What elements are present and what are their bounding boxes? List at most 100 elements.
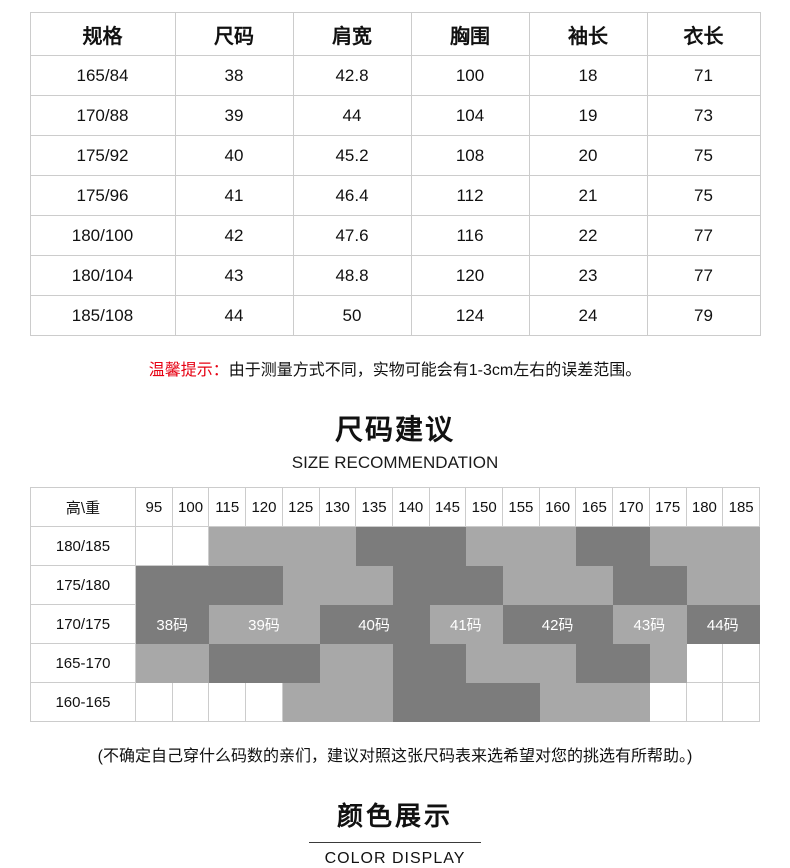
size-table-cell: 175/92 bbox=[29, 135, 176, 176]
weight-header-cell: 135 bbox=[355, 487, 393, 527]
grid-cell bbox=[391, 643, 430, 683]
grid-cell bbox=[281, 682, 320, 722]
grid-cell bbox=[465, 643, 504, 683]
size-table-cell: 185/108 bbox=[29, 295, 176, 336]
size-table-cell: 180/104 bbox=[29, 255, 176, 296]
grid-cell bbox=[355, 682, 393, 722]
color-display-subtitle: COLOR DISPLAY bbox=[324, 850, 466, 867]
recommendation-table-head: 高\重 95 100 115 120 125 130 135 140 145 150 155 160 16… bbox=[30, 487, 760, 527]
size-table-row: 185/108 44 50 124 24 79 bbox=[29, 295, 761, 336]
grid-cell bbox=[318, 565, 357, 605]
grid-cell bbox=[428, 643, 467, 683]
grid-cell bbox=[685, 643, 724, 683]
size-table-body: 165/84 38 42.8 100 18 71 170/88 39 44 104 19 73 175/… bbox=[29, 55, 761, 336]
height-label-cell: 165-170 bbox=[30, 643, 136, 683]
grid-cell bbox=[612, 643, 650, 683]
size-table-cell: 42 bbox=[174, 215, 294, 256]
height-label-cell: 175/180 bbox=[30, 565, 136, 605]
size-table-cell: 79 bbox=[646, 295, 761, 336]
grid-cell bbox=[171, 682, 210, 722]
height-weight-corner-cell: 高\重 bbox=[30, 487, 136, 527]
size-table-cell: 50 bbox=[292, 295, 412, 336]
tip-label: 温馨提示： bbox=[148, 362, 229, 379]
grid-cell bbox=[208, 526, 247, 566]
grid-cell bbox=[722, 565, 760, 605]
size-table-cell: 38 bbox=[174, 55, 294, 96]
size-table-row: 170/88 39 44 104 19 73 bbox=[29, 95, 761, 136]
grid-cell bbox=[648, 565, 687, 605]
size-band-cell: 42码 bbox=[502, 604, 614, 644]
recommendation-row: 180/185 bbox=[30, 526, 760, 566]
size-table-cell: 43 bbox=[174, 255, 294, 296]
size-table-cell: 165/84 bbox=[29, 55, 176, 96]
recommendation-row: 170/175 38码 39码 40码 41码 42码 43码 44码 bbox=[30, 604, 761, 644]
grid-cell bbox=[538, 643, 577, 683]
weight-header-cell: 180 bbox=[685, 487, 724, 527]
recommendation-row: 165-170 bbox=[30, 643, 760, 683]
weight-header-cell: 95 bbox=[135, 487, 173, 527]
grid-cell bbox=[722, 682, 760, 722]
size-table-cell: 45.2 bbox=[292, 135, 412, 176]
weight-header-cell: 130 bbox=[318, 487, 357, 527]
size-band-cell: 40码 bbox=[318, 604, 430, 644]
grid-cell bbox=[171, 643, 210, 683]
size-table-cell: 21 bbox=[528, 175, 648, 216]
grid-cell bbox=[575, 526, 614, 566]
grid-cell bbox=[281, 565, 320, 605]
size-table-header-cell: 尺码 bbox=[174, 12, 294, 56]
size-table-row: 165/84 38 42.8 100 18 71 bbox=[29, 55, 761, 96]
grid-cell bbox=[391, 682, 430, 722]
size-table-cell: 100 bbox=[410, 55, 530, 96]
size-table-cell: 41 bbox=[174, 175, 294, 216]
size-table-cell: 77 bbox=[646, 255, 761, 296]
size-recommendation-title: 尺码建议 bbox=[334, 414, 455, 445]
grid-cell bbox=[648, 682, 687, 722]
grid-cell bbox=[685, 526, 724, 566]
size-table-cell: 24 bbox=[528, 295, 648, 336]
grid-cell bbox=[208, 565, 247, 605]
grid-cell bbox=[648, 643, 687, 683]
grid-cell bbox=[135, 643, 173, 683]
size-table-cell: 170/88 bbox=[29, 95, 176, 136]
measure-tip: 温馨提示：由于测量方式不同，实物可能会有1-3cm左右的误差范围。 bbox=[0, 356, 790, 380]
recommendation-row: 160-165 bbox=[30, 682, 760, 722]
grid-cell bbox=[428, 526, 467, 566]
size-table-cell: 75 bbox=[646, 135, 761, 176]
grid-cell bbox=[502, 526, 540, 566]
size-table-header-cell: 衣长 bbox=[646, 12, 761, 56]
size-table-cell: 18 bbox=[528, 55, 648, 96]
size-table-header-row: 规格 尺码 肩宽 胸围 袖长 衣长 bbox=[29, 12, 761, 56]
weight-header-cell: 165 bbox=[575, 487, 614, 527]
height-label-cell: 170/175 bbox=[30, 604, 136, 644]
grid-cell bbox=[245, 526, 283, 566]
grid-cell bbox=[281, 526, 320, 566]
weight-header-cell: 170 bbox=[612, 487, 650, 527]
grid-cell bbox=[318, 526, 357, 566]
weight-header-cell: 175 bbox=[648, 487, 687, 527]
size-table-cell: 104 bbox=[410, 95, 530, 136]
size-band-cell: 38码 bbox=[134, 604, 210, 644]
size-table-header-cell: 袖长 bbox=[528, 12, 648, 56]
size-table-cell: 71 bbox=[646, 55, 761, 96]
grid-cell bbox=[538, 526, 577, 566]
size-table-cell: 44 bbox=[174, 295, 294, 336]
size-table-cell: 116 bbox=[410, 215, 530, 256]
weight-header-cell: 125 bbox=[281, 487, 320, 527]
grid-cell bbox=[502, 682, 540, 722]
size-table-row: 180/104 43 48.8 120 23 77 bbox=[29, 255, 761, 296]
size-table-row: 175/96 41 46.4 112 21 75 bbox=[29, 175, 761, 216]
grid-cell bbox=[538, 565, 577, 605]
size-table-cell: 47.6 bbox=[292, 215, 412, 256]
size-table-cell: 23 bbox=[528, 255, 648, 296]
size-table-cell: 77 bbox=[646, 215, 761, 256]
size-table-cell: 39 bbox=[174, 95, 294, 136]
grid-cell bbox=[391, 526, 430, 566]
size-table-cell: 108 bbox=[410, 135, 530, 176]
weight-header-cell: 140 bbox=[391, 487, 430, 527]
grid-cell bbox=[428, 682, 467, 722]
grid-cell bbox=[391, 565, 430, 605]
grid-cell bbox=[245, 565, 283, 605]
height-label-cell: 160-165 bbox=[30, 682, 136, 722]
size-table-cell: 75 bbox=[646, 175, 761, 216]
grid-cell bbox=[575, 643, 614, 683]
